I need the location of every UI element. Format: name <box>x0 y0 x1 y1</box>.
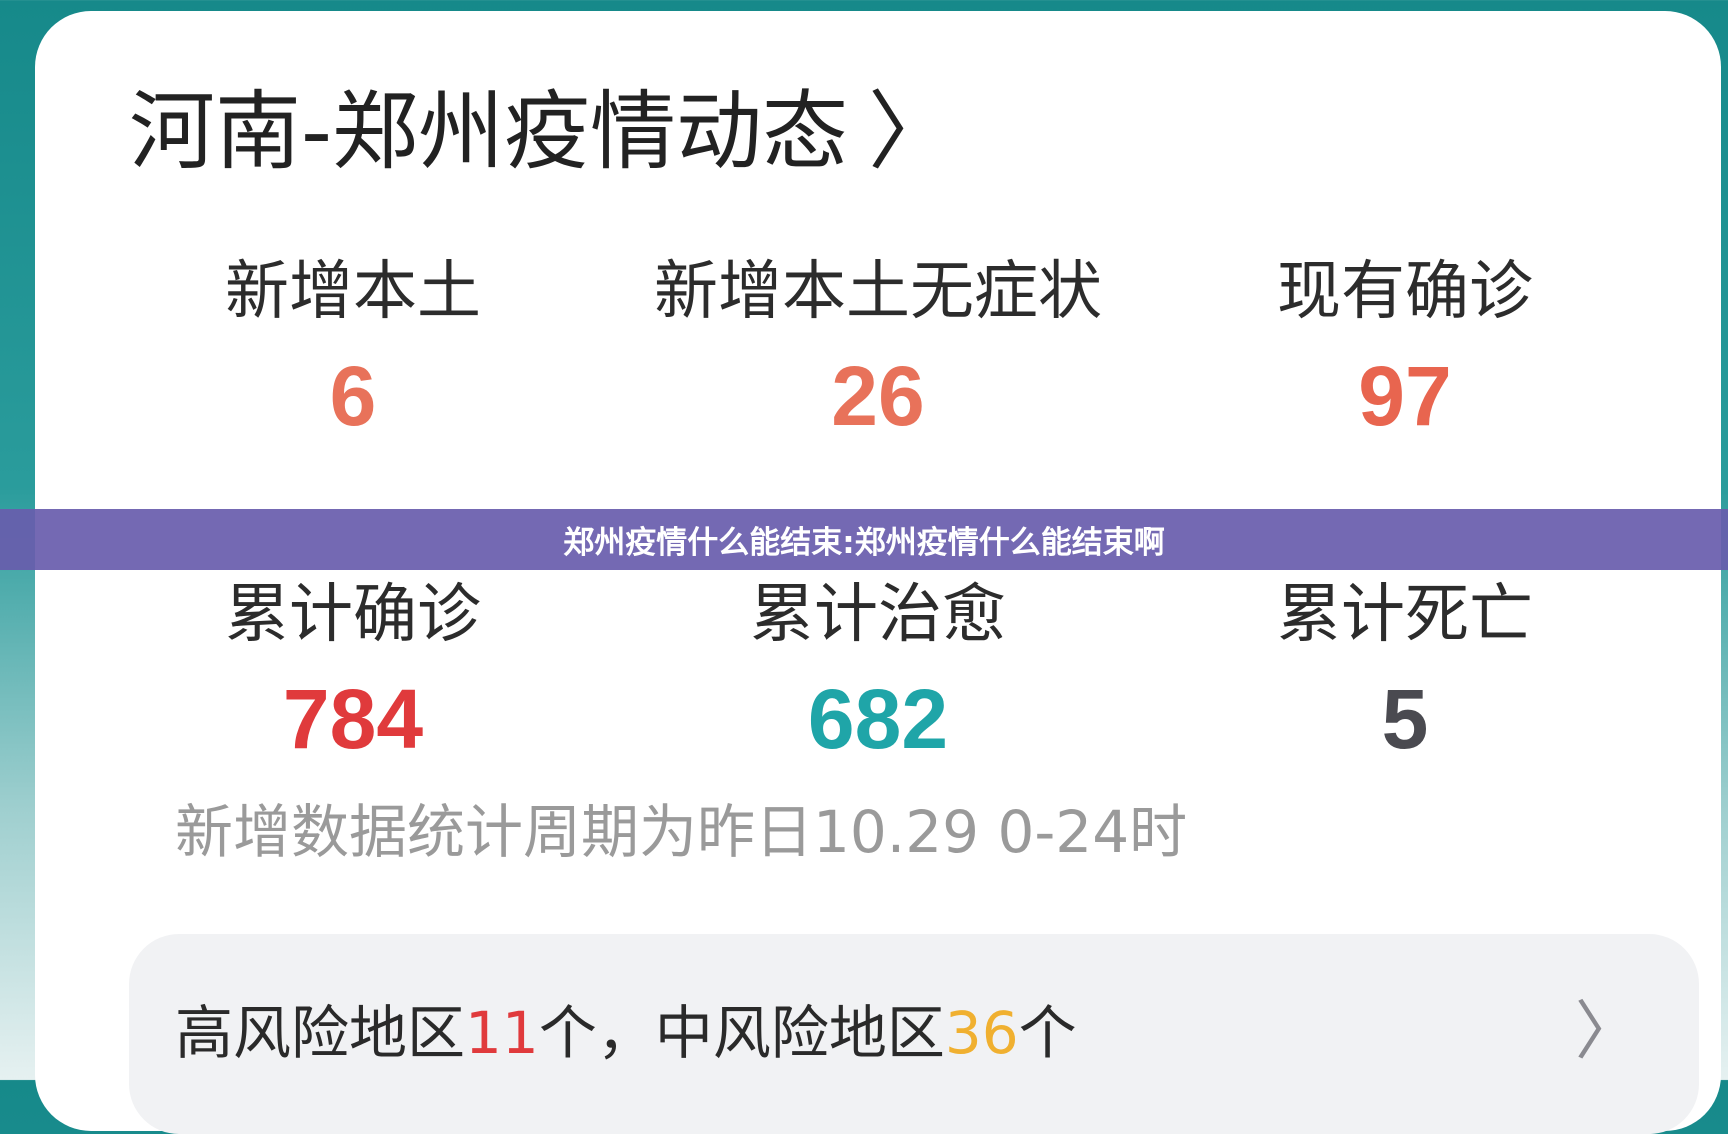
caption-banner: 郑州疫情什么能结束:郑州疫情什么能结束啊 <box>0 509 1728 570</box>
stat-label: 新增本土 <box>225 255 481 329</box>
risk-prefix: 高风险地区 <box>175 999 466 1067</box>
stat-total-deaths: 累计死亡 5 <box>1145 583 1665 761</box>
stat-value: 26 <box>831 349 925 443</box>
stat-label: 累计确诊 <box>225 578 481 652</box>
stat-new-local: 新增本土 6 <box>93 260 613 438</box>
risk-areas-text: 高风险地区11个，中风险地区36个 <box>175 986 1077 1070</box>
chevron-right-icon[interactable]: 〉 <box>1575 995 1639 1069</box>
banner-text: 郑州疫情什么能结束:郑州疫情什么能结束啊 <box>563 525 1165 561</box>
stat-total-recovered: 累计治愈 682 <box>618 583 1138 761</box>
stats-period-note: 新增数据统计周期为昨日10.29 0-24时 <box>175 798 1188 866</box>
stat-value: 5 <box>1381 672 1429 766</box>
chevron-right-icon[interactable]: 〉 <box>868 82 955 182</box>
stat-value: 6 <box>329 349 377 443</box>
risk-mid-text: 个，中风险地区 <box>538 999 945 1067</box>
stat-new-asymptomatic: 新增本土无症状 26 <box>618 260 1138 438</box>
mid-risk-count: 36 <box>944 999 1019 1067</box>
stat-current-confirmed: 现有确诊 97 <box>1145 260 1665 438</box>
risk-areas-row[interactable]: 高风险地区11个，中风险地区36个 〉 <box>129 934 1699 1134</box>
stat-value: 784 <box>282 672 424 766</box>
stat-value: 682 <box>807 672 949 766</box>
stat-label: 现有确诊 <box>1277 255 1533 329</box>
card-title-text: 河南-郑州疫情动态 <box>129 82 849 182</box>
stat-label: 累计治愈 <box>750 578 1006 652</box>
epidemic-card: 河南-郑州疫情动态 〉 新增本土 6 新增本土无症状 26 现有确诊 97 累计确… <box>35 11 1721 1134</box>
stat-label: 累计死亡 <box>1277 578 1533 652</box>
high-risk-count: 11 <box>465 999 539 1067</box>
stat-value: 97 <box>1358 349 1452 443</box>
stat-total-confirmed: 累计确诊 784 <box>93 583 613 761</box>
card-title[interactable]: 河南-郑州疫情动态 〉 <box>129 89 954 175</box>
risk-suffix: 个 <box>1018 999 1077 1067</box>
stat-label: 新增本土无症状 <box>654 255 1102 329</box>
